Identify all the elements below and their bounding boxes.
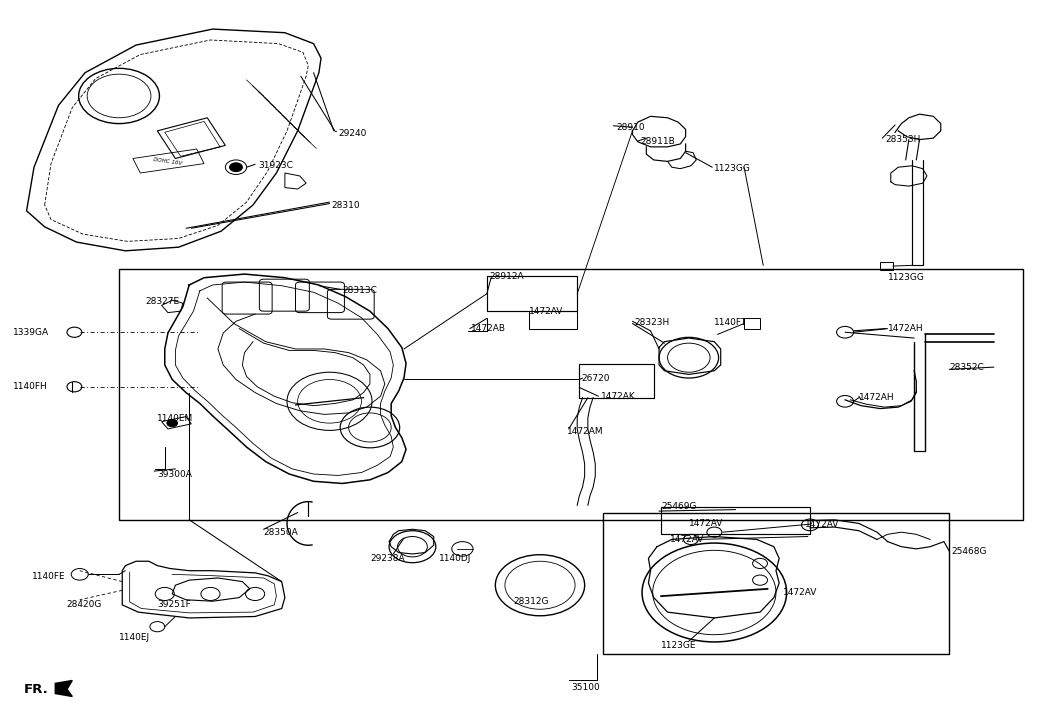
Text: 28350A: 28350A [264,528,299,537]
Text: DOHC 16V: DOHC 16V [153,157,183,166]
Text: 1140EJ: 1140EJ [119,633,150,642]
Bar [579,364,654,398]
Text: 28911B: 28911B [640,137,675,146]
Text: 39251F: 39251F [157,601,191,609]
Text: 39300A: 39300A [157,470,192,478]
Text: 1472AV: 1472AV [689,519,723,528]
Text: 26720: 26720 [581,374,610,382]
Text: 1472AV: 1472AV [670,535,704,544]
Text: 29240: 29240 [338,129,367,137]
Text: 1472AV: 1472AV [529,307,563,316]
Text: 31923C: 31923C [258,161,293,169]
Text: 1472AM: 1472AM [567,427,603,435]
Text: FR.: FR. [23,683,48,696]
Text: 1472AV: 1472AV [805,521,839,529]
Text: 1123GE: 1123GE [661,641,696,650]
Text: 1472AK: 1472AK [601,392,636,401]
Text: 1140FE: 1140FE [32,572,66,581]
Text: 1472AH: 1472AH [859,393,895,402]
Bar [744,318,760,329]
Text: 1472AV: 1472AV [783,588,817,597]
Text: 1140DJ: 1140DJ [439,554,471,563]
Circle shape [167,419,178,427]
Text: 28327E: 28327E [146,297,180,306]
Text: 1472AH: 1472AH [888,324,924,333]
Text: 28912A: 28912A [489,272,524,281]
Text: 25469G: 25469G [661,502,696,511]
Bar [880,262,893,270]
Text: 1140EM: 1140EM [157,414,193,422]
Text: 25468G: 25468G [951,547,986,555]
Text: 1123GG: 1123GG [714,164,752,173]
Text: 1140FH: 1140FH [13,382,48,391]
Text: 28310: 28310 [332,201,360,209]
Text: 28353H: 28353H [885,135,921,144]
Bar [603,513,949,654]
Text: 1140FT: 1140FT [714,318,747,326]
Text: 28910: 28910 [617,123,645,132]
Text: 35100: 35100 [571,683,600,691]
Text: 28323H: 28323H [635,318,670,326]
Bar [529,311,577,329]
Bar [119,269,1023,520]
Text: 1472AB: 1472AB [471,324,506,333]
Text: 29238A: 29238A [370,554,405,563]
Bar [487,276,577,311]
Bar [661,507,810,534]
Text: 1339GA: 1339GA [13,328,49,337]
Circle shape [230,163,242,172]
Text: 28352C: 28352C [949,363,984,371]
Text: 1123GG: 1123GG [888,273,925,282]
Polygon shape [55,680,72,696]
Text: 28420G: 28420G [66,601,101,609]
Text: 28312G: 28312G [513,598,549,606]
Text: 28313C: 28313C [342,286,377,295]
